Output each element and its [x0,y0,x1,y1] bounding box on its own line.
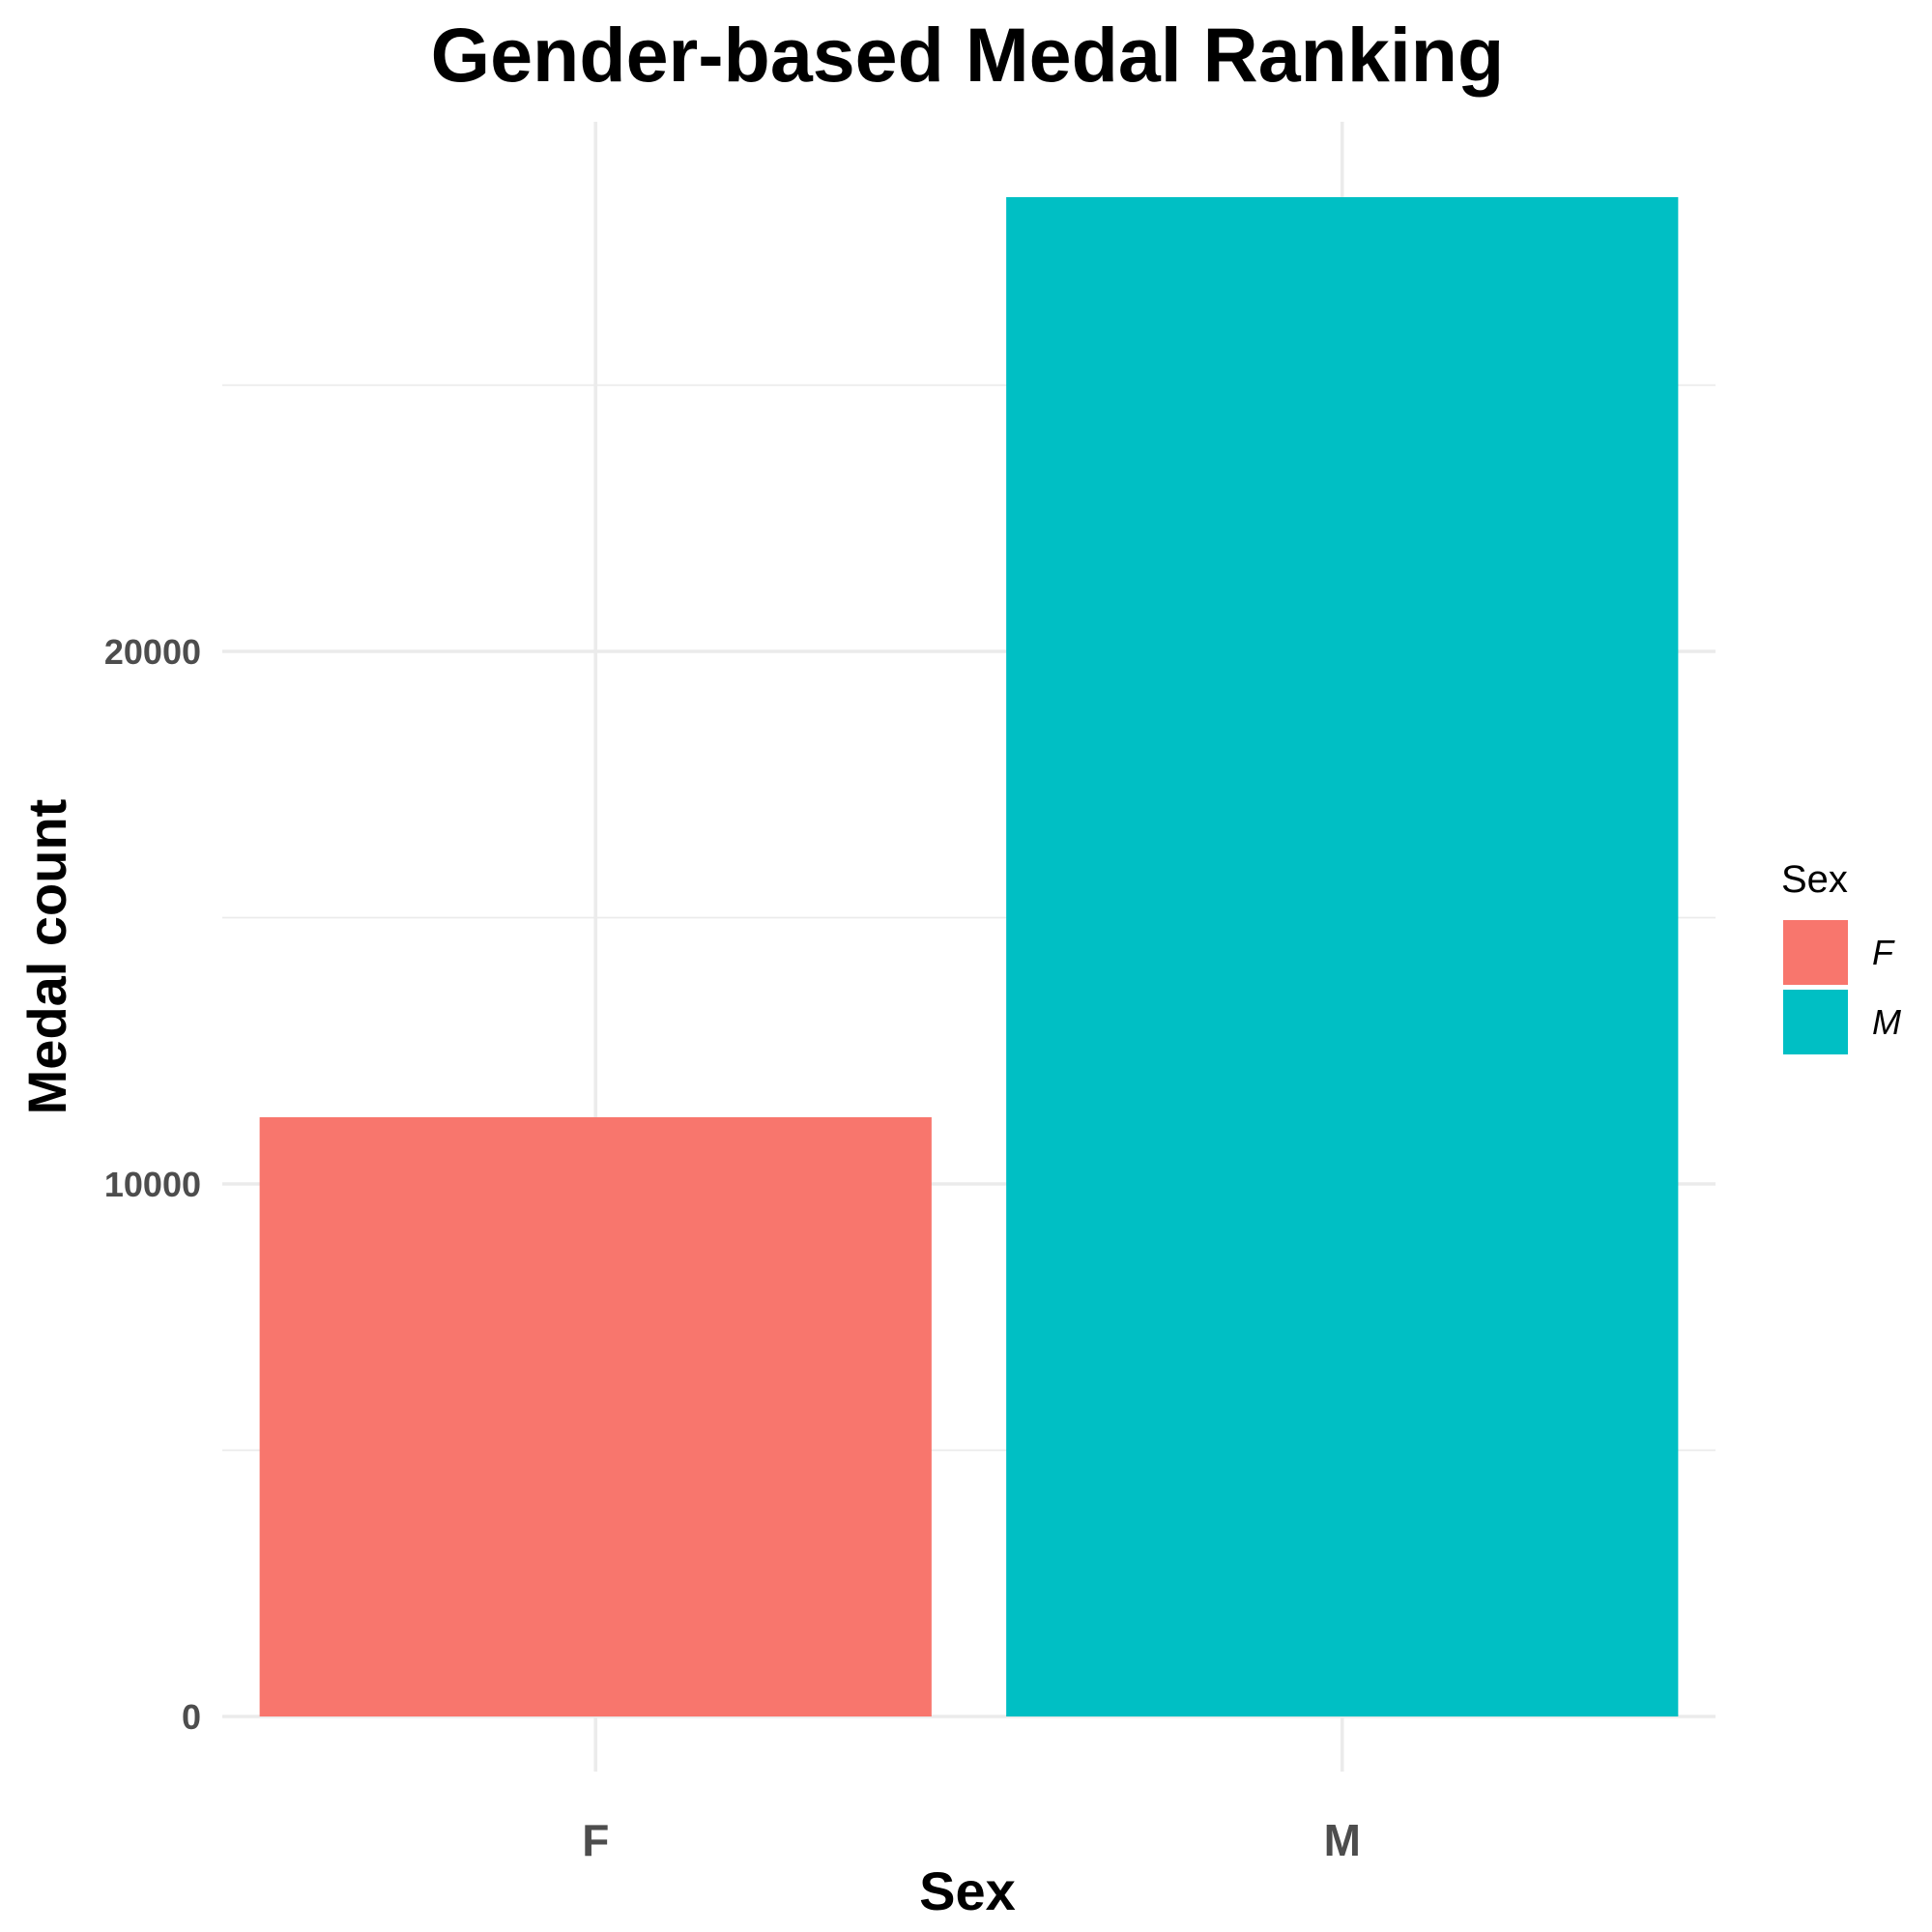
x-axis-title: Sex [919,1860,1016,1921]
legend-key-m [1783,990,1848,1054]
x-tick-label: M [1324,1815,1361,1865]
legend-title: Sex [1781,858,1848,901]
legend-label: F [1872,933,1895,972]
legend: Sex FM [1781,858,1901,1054]
y-axis-ticks: 0 10000 20000 [104,632,201,1737]
bar-m [1006,196,1679,1717]
bars [259,196,1679,1717]
y-axis-title: Medal count [16,799,77,1115]
chart-title: Gender-based Medal Ranking [431,12,1505,98]
bar-f [259,1116,932,1716]
y-tick-label: 10000 [104,1165,201,1204]
y-tick-label: 0 [182,1697,201,1737]
x-tick-label: F [582,1815,609,1865]
legend-label: M [1872,1002,1901,1042]
y-tick-label: 20000 [104,632,201,672]
legend-key-f [1783,920,1848,985]
